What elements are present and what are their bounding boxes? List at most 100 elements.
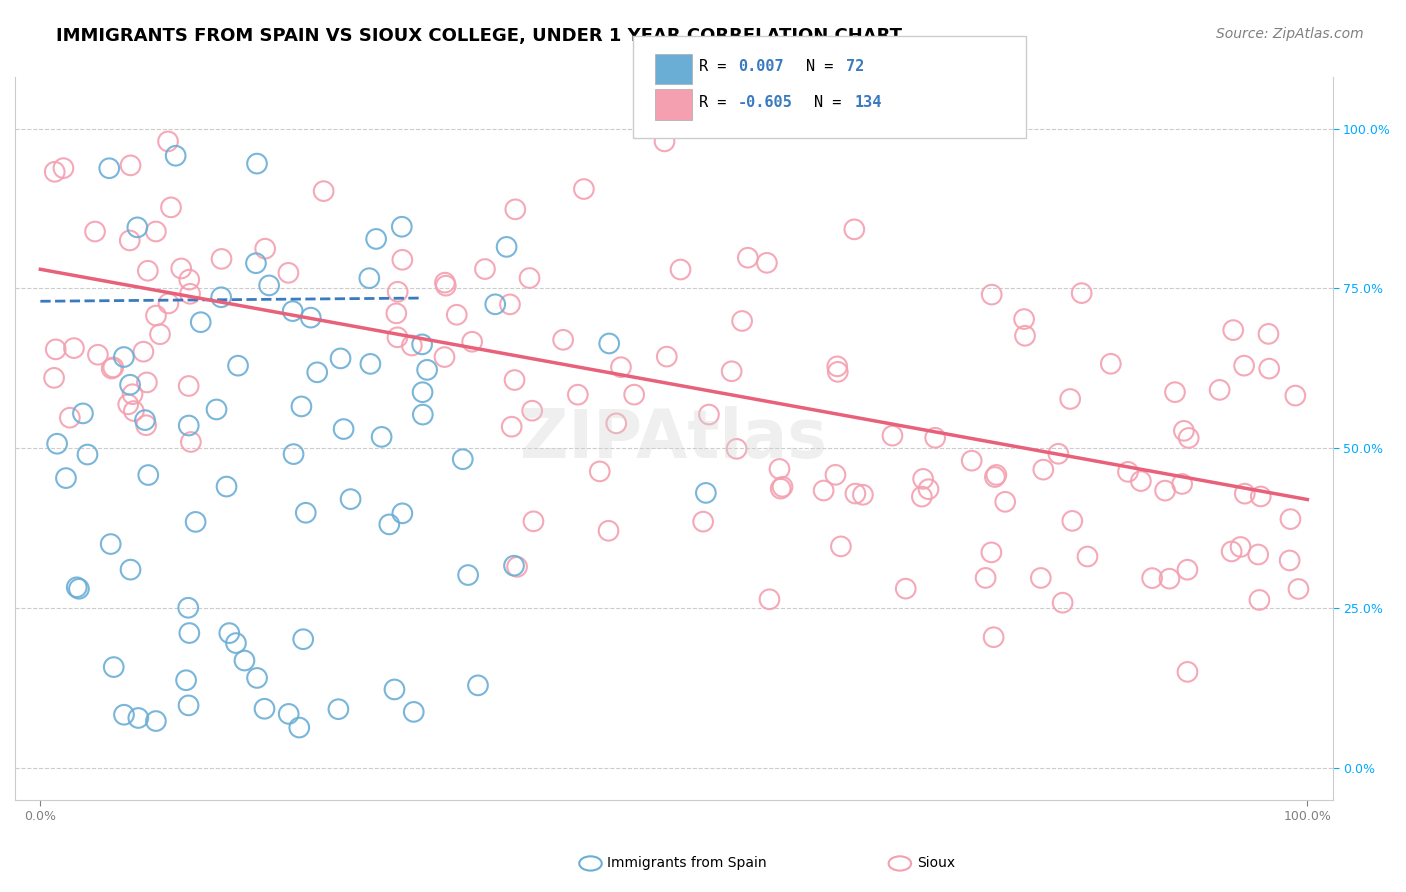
Point bbox=[332, 422, 354, 436]
Point bbox=[1247, 548, 1270, 562]
Point bbox=[292, 632, 315, 647]
Point bbox=[211, 252, 233, 266]
Point bbox=[401, 338, 423, 352]
Point bbox=[1062, 514, 1084, 528]
Point bbox=[177, 698, 200, 713]
Point bbox=[695, 486, 717, 500]
Point bbox=[605, 417, 627, 431]
Point bbox=[136, 264, 159, 278]
Text: IMMIGRANTS FROM SPAIN VS SIOUX COLLEGE, UNDER 1 YEAR CORRELATION CHART: IMMIGRANTS FROM SPAIN VS SIOUX COLLEGE, … bbox=[56, 27, 903, 45]
Point bbox=[984, 470, 1007, 484]
Point bbox=[122, 404, 145, 418]
Point bbox=[1222, 323, 1244, 337]
Point bbox=[63, 341, 86, 355]
Point bbox=[1249, 593, 1271, 607]
Point bbox=[610, 360, 633, 375]
Point bbox=[813, 483, 835, 498]
Point bbox=[145, 225, 167, 239]
Point bbox=[844, 222, 866, 236]
Point bbox=[844, 486, 866, 500]
Point bbox=[120, 563, 142, 577]
Point bbox=[184, 515, 207, 529]
Point bbox=[1012, 312, 1035, 326]
Point bbox=[519, 271, 541, 285]
Point bbox=[42, 371, 65, 385]
Point bbox=[852, 488, 875, 502]
Point bbox=[1129, 474, 1152, 488]
Point bbox=[499, 297, 522, 311]
Text: 134: 134 bbox=[855, 95, 882, 110]
Point bbox=[359, 357, 381, 371]
Point bbox=[283, 447, 305, 461]
Point bbox=[205, 402, 228, 417]
Point bbox=[120, 158, 142, 172]
Point bbox=[118, 234, 141, 248]
Point bbox=[55, 471, 77, 485]
Point bbox=[359, 271, 381, 285]
Point bbox=[145, 714, 167, 728]
Point bbox=[45, 343, 67, 357]
Point bbox=[307, 365, 329, 379]
Point bbox=[1177, 563, 1199, 577]
Point bbox=[179, 626, 201, 640]
Point bbox=[290, 400, 312, 414]
Point bbox=[827, 365, 849, 379]
Point bbox=[1029, 571, 1052, 585]
Point bbox=[824, 467, 846, 482]
Point bbox=[165, 149, 187, 163]
Point bbox=[598, 336, 620, 351]
Point bbox=[112, 350, 135, 364]
Point bbox=[1059, 392, 1081, 406]
Text: Sioux: Sioux bbox=[917, 856, 955, 871]
Point bbox=[1047, 447, 1070, 461]
Point bbox=[179, 272, 201, 286]
Point bbox=[135, 418, 157, 433]
Point bbox=[589, 464, 612, 478]
Point bbox=[503, 558, 526, 573]
Text: ZIPAtlas: ZIPAtlas bbox=[520, 406, 827, 472]
Point bbox=[103, 660, 125, 674]
Point bbox=[177, 418, 200, 433]
Point bbox=[59, 410, 82, 425]
Point bbox=[980, 545, 1002, 559]
Point bbox=[72, 406, 94, 420]
Point bbox=[457, 568, 479, 582]
Point bbox=[484, 297, 506, 311]
Point bbox=[145, 309, 167, 323]
Point bbox=[1208, 383, 1230, 397]
Point bbox=[84, 225, 107, 239]
Point bbox=[370, 430, 392, 444]
Point bbox=[179, 286, 201, 301]
Point bbox=[1177, 431, 1199, 445]
Point bbox=[725, 442, 748, 456]
Point bbox=[1258, 361, 1281, 376]
Point bbox=[44, 165, 66, 179]
Point bbox=[215, 479, 238, 493]
Point bbox=[769, 482, 792, 496]
Point bbox=[339, 492, 361, 507]
Point bbox=[1140, 571, 1163, 585]
Point bbox=[669, 262, 692, 277]
Point bbox=[100, 537, 122, 551]
Point bbox=[281, 304, 304, 318]
Point bbox=[772, 480, 794, 494]
Point bbox=[225, 636, 247, 650]
Point bbox=[385, 306, 408, 320]
Point bbox=[451, 452, 474, 467]
Point bbox=[226, 359, 249, 373]
Point bbox=[495, 240, 517, 254]
Point bbox=[246, 671, 269, 685]
Point bbox=[245, 256, 267, 270]
Point bbox=[160, 200, 183, 214]
Point bbox=[387, 330, 409, 344]
Point bbox=[412, 385, 434, 400]
Point bbox=[623, 387, 645, 401]
Point bbox=[572, 182, 595, 196]
Point bbox=[100, 361, 122, 376]
Point bbox=[924, 431, 946, 445]
Point bbox=[1177, 665, 1199, 679]
Point bbox=[553, 333, 575, 347]
Point bbox=[1279, 512, 1302, 526]
Point bbox=[180, 434, 202, 449]
Point bbox=[960, 453, 983, 467]
